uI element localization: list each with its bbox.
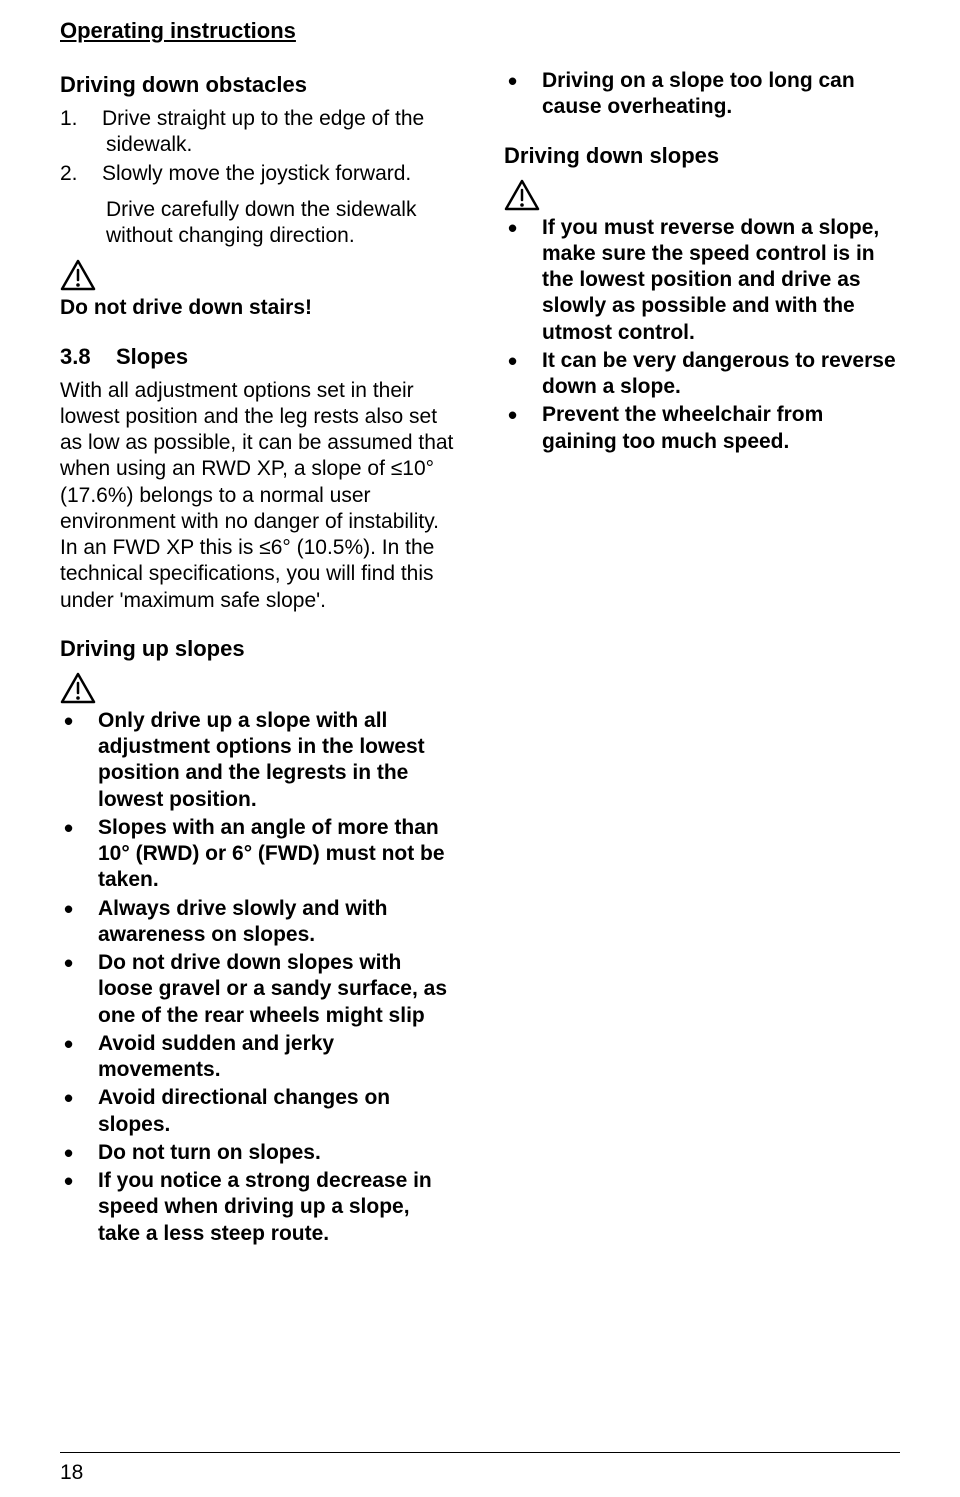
list-item: Avoid directional changes on slopes.: [60, 1085, 456, 1138]
heading-drive-down: Driving down slopes: [504, 143, 900, 169]
step-text: Slowly move the joystick forward.: [102, 162, 411, 185]
heading-drive-up: Driving up slopes: [60, 636, 456, 662]
drive-up-bullets: Only drive up a slope with all adjustmen…: [60, 708, 456, 1247]
section-number: 3.8: [60, 344, 116, 370]
two-column-layout: Driving down obstacles 1.Drive straight …: [60, 66, 900, 1253]
list-item: Driving on a slope too long can cause ov…: [504, 68, 900, 121]
page-header: Operating instructions: [60, 18, 900, 44]
warning-icon: [60, 259, 456, 291]
list-item: Prevent the wheelchair from gaining too …: [504, 402, 900, 455]
obstacle-steps-list: 1.Drive straight up to the edge of the s…: [60, 106, 456, 187]
page-number: 18: [60, 1461, 83, 1485]
step-number: 2.: [60, 161, 102, 187]
list-item: If you notice a strong decrease in speed…: [60, 1168, 456, 1247]
document-page: Operating instructions Driving down obst…: [0, 0, 960, 1497]
section-label: Slopes: [116, 344, 188, 369]
list-item: It can be very dangerous to reverse down…: [504, 348, 900, 401]
list-item: 1.Drive straight up to the edge of the s…: [60, 106, 456, 159]
list-item: 2.Slowly move the joystick forward.: [60, 161, 456, 187]
list-item: Always drive slowly and with awareness o…: [60, 896, 456, 949]
warning-stairs-text: Do not drive down stairs!: [60, 295, 456, 321]
slopes-paragraph: With all adjustment options set in their…: [60, 378, 456, 614]
drive-down-bullets: If you must reverse down a slope, make s…: [504, 215, 900, 455]
list-item: Do not drive down slopes with loose grav…: [60, 950, 456, 1029]
step-text: Drive straight up to the edge of the sid…: [102, 107, 424, 156]
heading-obstacles: Driving down obstacles: [60, 72, 456, 98]
list-item: Only drive up a slope with all adjustmen…: [60, 708, 456, 813]
column-left: Driving down obstacles 1.Drive straight …: [60, 66, 456, 1253]
warning-icon: [504, 179, 900, 211]
heading-slopes: 3.8Slopes: [60, 344, 456, 370]
step-continuation-text: Drive carefully down the sidewalk withou…: [106, 197, 456, 250]
list-item: Avoid sudden and jerky movements.: [60, 1031, 456, 1084]
overheat-bullet-list: Driving on a slope too long can cause ov…: [504, 68, 900, 121]
step-number: 1.: [60, 106, 102, 132]
column-right: Driving on a slope too long can cause ov…: [504, 66, 900, 1253]
list-item: Do not turn on slopes.: [60, 1140, 456, 1166]
footer-rule: [60, 1452, 900, 1453]
warning-icon: [60, 672, 456, 704]
list-item: If you must reverse down a slope, make s…: [504, 215, 900, 346]
list-item: Slopes with an angle of more than 10° (R…: [60, 815, 456, 894]
